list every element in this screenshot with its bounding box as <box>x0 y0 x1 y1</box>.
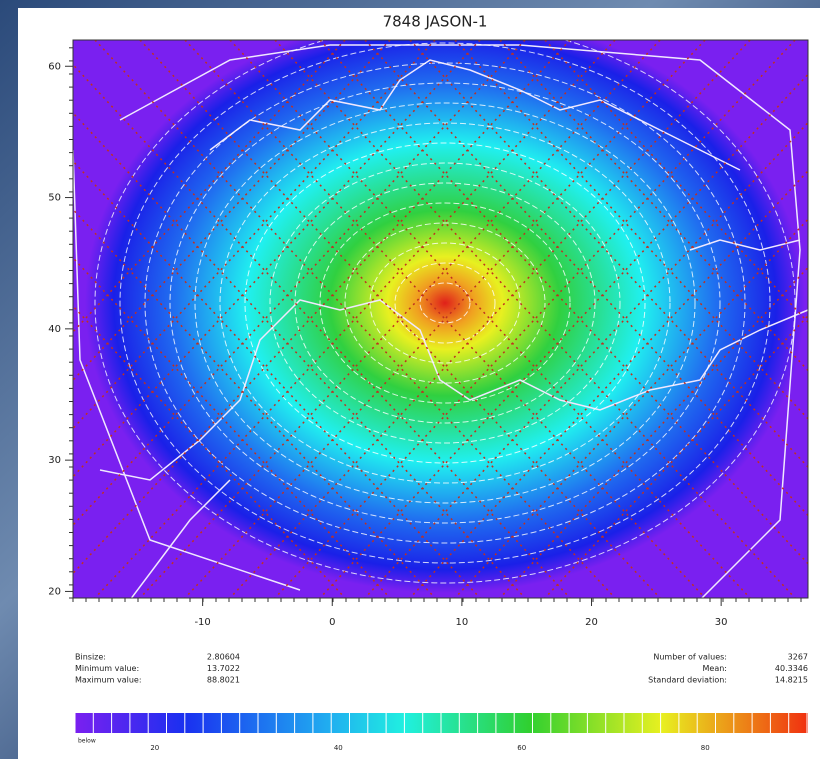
x-tick-label: -10 <box>194 617 210 628</box>
stat-label: Binsize: <box>75 653 106 662</box>
stat-label: Mean: <box>703 664 728 673</box>
heat-field <box>85 13 805 593</box>
stat-value: 13.7022 <box>207 664 240 673</box>
colorbar-tick-label: 20 <box>150 744 159 752</box>
title: 7848 JASON-1 <box>383 13 488 31</box>
stat-value: 3267 <box>788 653 808 662</box>
y-tick-label: 20 <box>48 586 61 597</box>
y-tick-label: 60 <box>48 61 61 72</box>
x-tick-label: 30 <box>715 617 728 628</box>
colorbar-tick-label: 40 <box>334 744 343 752</box>
stat-value: 14.8215 <box>775 676 808 685</box>
x-tick-label: 0 <box>329 617 335 628</box>
colorbar-tick-label: 80 <box>701 744 710 752</box>
screenshot: 7848 JASON-1 -10 0 10 20 30 20 30 40 50 60 Binsize… <box>0 0 820 759</box>
stat-label: Maximum value: <box>75 676 142 685</box>
stat-value: 88.8021 <box>207 676 240 685</box>
y-tick-label: 40 <box>48 324 61 335</box>
stat-value: 2.80604 <box>207 653 240 662</box>
y-tick-label: 30 <box>48 455 61 466</box>
stat-label: Standard deviation: <box>648 676 727 685</box>
map-plot <box>0 13 820 600</box>
stat-label: Number of values: <box>653 653 727 662</box>
colorbar-tick-label: 60 <box>517 744 526 752</box>
x-tick-label: 10 <box>456 617 469 628</box>
y-tick-label: 50 <box>48 193 61 204</box>
colorbar-below-label: below <box>78 738 96 745</box>
stat-label: Minimum value: <box>75 664 139 673</box>
page: 7848 JASON-1 -10 0 10 20 30 20 30 40 50 60 Binsize… <box>0 0 820 759</box>
stat-value: 40.3346 <box>775 664 808 673</box>
x-tick-label: 20 <box>585 617 598 628</box>
